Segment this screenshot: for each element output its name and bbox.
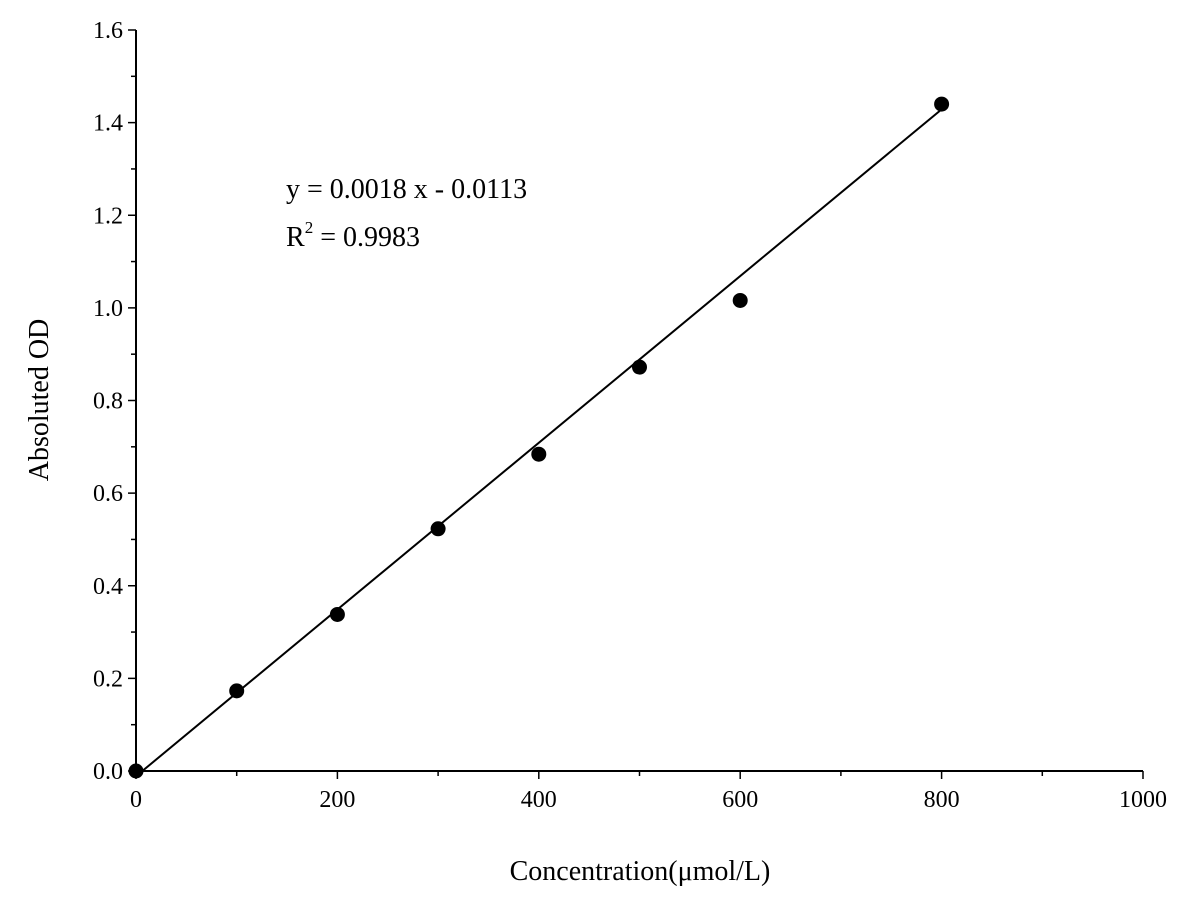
r-squared-annotation: R2 = 0.9983 xyxy=(286,218,420,253)
y-tick-label: 1.2 xyxy=(93,203,123,229)
y-tick-label: 0.6 xyxy=(93,481,123,507)
y-tick-label: 1.6 xyxy=(93,18,123,44)
fit-equation-annotation: y = 0.0018 x - 0.0113 xyxy=(286,174,527,205)
x-tick-label: 800 xyxy=(924,787,960,813)
data-point xyxy=(732,292,748,308)
x-tick-label: 400 xyxy=(521,787,557,813)
data-point xyxy=(531,446,547,462)
ticks xyxy=(128,29,1144,779)
r-squared-symbol: R xyxy=(286,222,305,253)
r-squared-value: = 0.9983 xyxy=(313,222,420,253)
data-point xyxy=(430,521,446,537)
x-tick-label: 1000 xyxy=(1119,787,1167,813)
x-tick-label: 200 xyxy=(319,787,355,813)
x-tick-label: 0 xyxy=(130,787,142,813)
y-tick-label: 0.2 xyxy=(93,666,123,692)
y-tick-label: 1.4 xyxy=(93,111,123,137)
x-axis-title: Concentration(μmol/L) xyxy=(510,856,771,887)
x-tick-label: 600 xyxy=(722,787,758,813)
axes xyxy=(135,30,1143,772)
fit-line-group xyxy=(141,108,943,772)
tick-labels: 0 200 400 600 800 1000 0.0 0.2 0.4 0.6 0.8 1.0 1.2 1.… xyxy=(93,18,1167,813)
data-point xyxy=(632,359,647,375)
data-point xyxy=(934,96,950,112)
y-tick-label: 1.0 xyxy=(93,296,123,322)
fit-line xyxy=(141,108,943,772)
data-point xyxy=(229,683,245,699)
y-axis-title: Absoluted OD xyxy=(24,319,55,482)
data-point xyxy=(128,763,144,779)
y-tick-label: 0.8 xyxy=(93,389,123,415)
r-squared-superscript: 2 xyxy=(305,218,314,237)
y-tick-label: 0.4 xyxy=(93,574,123,600)
data-point xyxy=(329,606,345,622)
y-tick-label: 0.0 xyxy=(93,759,123,785)
data-points xyxy=(128,96,950,779)
